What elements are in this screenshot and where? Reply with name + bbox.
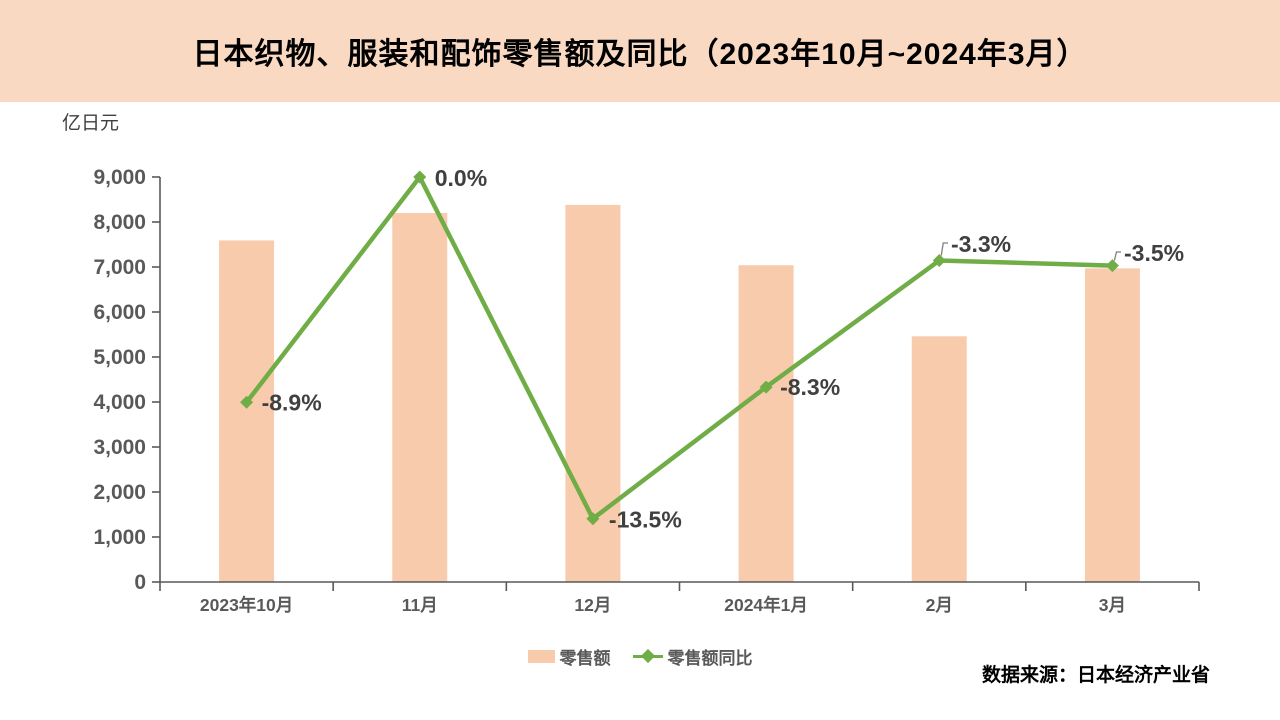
legend-item-yoy: 零售额同比 bbox=[632, 644, 753, 669]
y-tick-label: 6,000 bbox=[93, 301, 146, 324]
legend: 零售额 零售额同比 bbox=[0, 641, 1280, 671]
label-leader-line bbox=[940, 242, 948, 256]
y-tick-label: 5,000 bbox=[93, 346, 146, 369]
y-tick-label: 9,000 bbox=[93, 166, 146, 189]
y-tick-label: 4,000 bbox=[93, 391, 146, 414]
yoy-marker-11月 bbox=[413, 170, 427, 184]
x-category-label: 11月 bbox=[402, 595, 438, 615]
bar-2023年10月 bbox=[219, 240, 275, 582]
yoy-data-label: -3.5% bbox=[1124, 240, 1184, 266]
yoy-marker-2024年1月 bbox=[759, 380, 773, 394]
y-axis-unit-label: 亿日元 bbox=[62, 113, 120, 134]
x-category-label: 3月 bbox=[1099, 595, 1126, 615]
x-category-label: 2月 bbox=[926, 595, 953, 615]
bar-series-swatch bbox=[527, 649, 555, 663]
y-tick-label: 8,000 bbox=[93, 211, 146, 234]
data-source-note: 数据来源：日本经济产业省 bbox=[981, 665, 1210, 686]
y-tick-label: 0 bbox=[134, 571, 146, 594]
chart-title-band: 日本织物、服装和配饰零售额及同比（2023年10月~2024年3月） bbox=[0, 0, 1280, 102]
yoy-data-label: 0.0% bbox=[435, 165, 487, 191]
line-series-icon bbox=[632, 648, 663, 663]
y-tick-label: 7,000 bbox=[93, 256, 146, 279]
y-tick-label: 1,000 bbox=[93, 526, 146, 549]
yoy-data-label: -8.3% bbox=[780, 374, 840, 400]
yoy-marker-12月 bbox=[586, 512, 600, 526]
yoy-marker-2月 bbox=[932, 254, 946, 268]
bar-3月 bbox=[1084, 268, 1140, 582]
yoy-marker-3月 bbox=[1105, 259, 1119, 273]
bar-2月 bbox=[911, 336, 967, 582]
yoy-data-label: -3.3% bbox=[951, 231, 1011, 257]
bar-11月 bbox=[392, 213, 448, 582]
bar-2024年1月 bbox=[738, 265, 794, 582]
y-tick-label: 3,000 bbox=[93, 436, 146, 459]
yoy-marker-2023年10月 bbox=[240, 395, 254, 409]
x-category-label: 2024年1月 bbox=[724, 595, 808, 615]
y-tick-label: 2,000 bbox=[93, 481, 146, 504]
yoy-line bbox=[244, 174, 1113, 521]
x-category-label: 2023年10月 bbox=[200, 595, 293, 615]
legend-label-yoy: 零售额同比 bbox=[667, 648, 753, 668]
legend-diamond-marker bbox=[640, 648, 655, 663]
legend-label-sales: 零售额 bbox=[559, 648, 611, 668]
legend-item-sales: 零售额 bbox=[527, 644, 611, 669]
chart-title: 日本织物、服装和配饰零售额及同比（2023年10月~2024年3月） bbox=[192, 38, 1088, 71]
x-category-label: 12月 bbox=[574, 595, 611, 615]
yoy-data-label: -13.5% bbox=[609, 507, 682, 533]
label-leader-line bbox=[1113, 251, 1121, 261]
yoy-data-label: -8.9% bbox=[262, 389, 322, 415]
